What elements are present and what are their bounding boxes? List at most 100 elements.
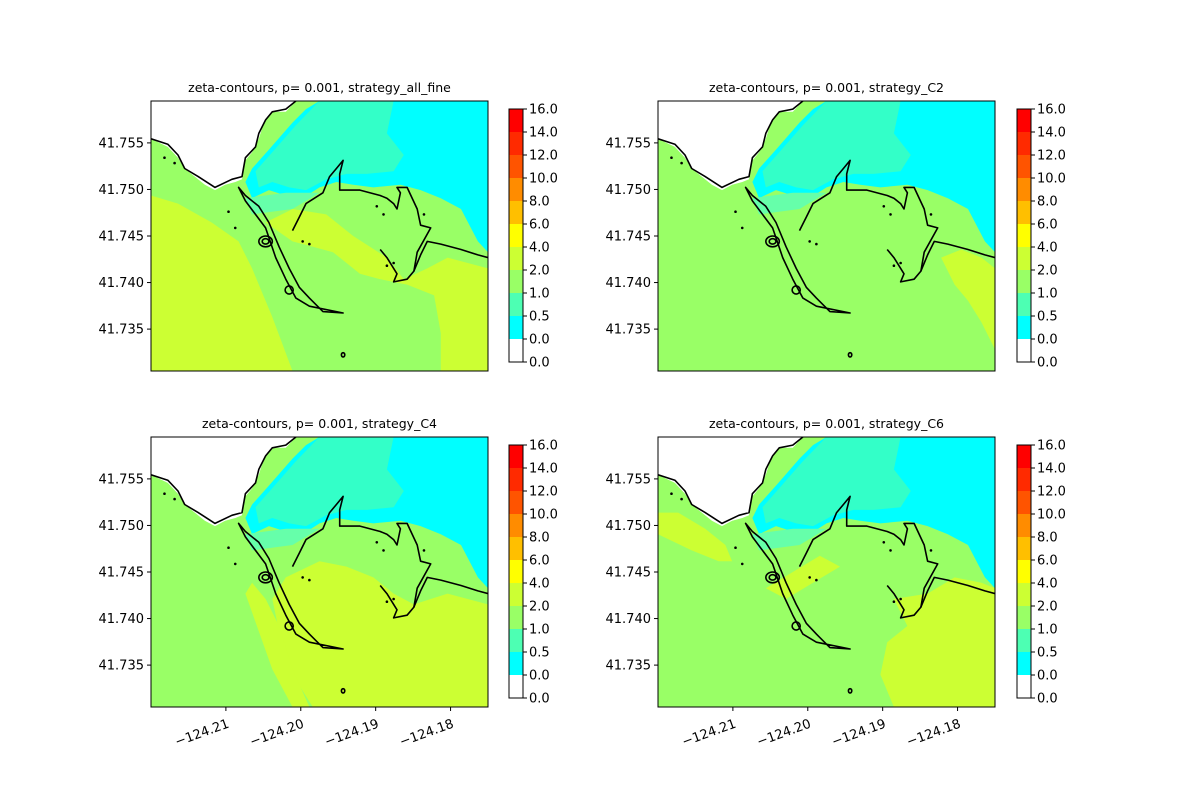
colorbar-tick-label: 6.0: [1037, 554, 1058, 569]
field-teal: [245, 528, 320, 551]
rock-dot: [382, 549, 385, 552]
colorbar-tick-label: 12.0: [1037, 485, 1066, 500]
coastline-north: [151, 101, 297, 189]
island-outline: [847, 687, 853, 694]
y-tick-label: 41.745: [606, 230, 652, 245]
colorbar-frame: [1016, 108, 1032, 363]
island-outline: [791, 621, 802, 631]
island-outline: [258, 235, 274, 248]
y-tick-label: 41.740: [99, 612, 145, 627]
colorbar-band: [1017, 629, 1031, 653]
rock-dot: [375, 205, 379, 208]
y-tick-label: 41.745: [606, 566, 652, 581]
rock-dot: [173, 161, 176, 165]
colorbar-tick-label: 6.0: [529, 218, 550, 233]
colorbar-band: [509, 132, 523, 156]
coastline-harbor: [291, 159, 432, 283]
y-tick-label: 41.740: [606, 612, 652, 627]
rock-dot: [308, 242, 311, 246]
coastline-east: [413, 240, 488, 272]
island-outline: [791, 285, 802, 295]
coastline-east: [920, 240, 995, 272]
field-teal: [752, 528, 827, 551]
rock-dot: [422, 213, 426, 216]
colorbar-tick-label: 14.0: [1037, 462, 1066, 477]
island-outline: [765, 571, 781, 584]
field-aqua: [762, 101, 911, 191]
field-aqua: [255, 437, 404, 527]
colorbar-band: [1017, 339, 1031, 363]
colorbar-band: [1017, 652, 1031, 676]
colorbar-tick-label: 0.0: [1037, 669, 1058, 684]
colorbar-tick-label: 0.5: [529, 310, 550, 325]
x-tick-label: −124.18: [905, 717, 963, 750]
colorbar-band: [509, 606, 523, 630]
island-outline: [847, 351, 853, 358]
colorbar-tick-label: 4.0: [529, 577, 550, 592]
rock-dot: [233, 562, 237, 566]
colorbar-tick-label: 1.0: [529, 287, 550, 302]
y-tick-label: 41.735: [99, 323, 145, 338]
colorbar-tick-label: 16.0: [1037, 439, 1066, 454]
colorbar-tick-label: 10.0: [1037, 172, 1066, 187]
y-tick-label: 41.740: [606, 276, 652, 291]
colorbar-band: [1017, 247, 1031, 271]
colorbar-tick-label: 12.0: [529, 149, 558, 164]
colorbar: 16.0 14.0 12.0 10.0 8.0 6.0 4.0 2.0 1.0 0.5 0.0 0.0: [1016, 439, 1066, 707]
colorbar-tick-label: 16.0: [529, 103, 558, 118]
field-teal: [752, 192, 827, 215]
colorbar-band: [509, 339, 523, 363]
x-tick-label: −124.20: [248, 717, 306, 750]
colorbar-band: [1017, 178, 1031, 202]
colorbar-tick-label: 0.5: [1037, 646, 1058, 661]
field-lime-region: [272, 561, 488, 707]
x-tick-label: −124.21: [680, 717, 738, 750]
coastline-spit: [744, 522, 851, 650]
colorbar-tick-label: 8.0: [1037, 531, 1058, 546]
rock-dot: [882, 541, 886, 544]
map-panel-4: zeta-contours, p= 0.001, strategy_C6 41.7…: [606, 416, 1066, 750]
rock-dot: [892, 600, 896, 603]
rock-dot: [301, 576, 304, 579]
rock-dot: [808, 240, 811, 243]
colorbar-band: [509, 293, 523, 317]
rock-dot: [740, 562, 744, 566]
rock-dot: [163, 492, 166, 496]
colorbar-band: [509, 247, 523, 271]
y-tick-label: 41.745: [99, 230, 145, 245]
colorbar-band: [509, 652, 523, 676]
field-lime-region: [151, 195, 293, 371]
colorbar: 16.0 14.0 12.0 10.0 8.0 6.0 4.0 2.0 1.0 0.5 0.0 0.0: [508, 439, 558, 707]
coastline: [658, 101, 995, 358]
colorbar-tick-label: 2.0: [529, 600, 550, 615]
colorbar-tick-label: 12.0: [529, 485, 558, 500]
field-lime-region: [245, 582, 310, 707]
colorbar-tick-label: 10.0: [529, 172, 558, 187]
colorbar-band: [1017, 491, 1031, 515]
x-tick-label: −124.19: [323, 717, 381, 750]
x-tick-label: −124.18: [398, 717, 456, 750]
contour-field: [151, 101, 488, 371]
map-panel-3: zeta-contours, p= 0.001, strategy_C4 41.7…: [99, 416, 558, 750]
colorbar-frame: [508, 108, 524, 363]
rock-dot: [375, 541, 379, 544]
field-lime-region: [765, 555, 840, 599]
colorbar-band: [1017, 606, 1031, 630]
rock-dot: [734, 546, 737, 549]
coastline-harbor: [798, 495, 939, 619]
island-outline: [768, 573, 777, 581]
coastline-spit: [237, 522, 344, 650]
colorbar-band: [509, 109, 523, 133]
colorbar-tick-label: 2.0: [1037, 600, 1058, 615]
rock-dot: [899, 261, 902, 265]
island-outline: [258, 571, 274, 584]
y-tick-label: 41.755: [99, 136, 145, 151]
field-lime-region: [941, 249, 995, 350]
island-outline: [340, 687, 346, 694]
colorbar-tick-label: 14.0: [529, 462, 558, 477]
coastline: [151, 437, 488, 694]
x-tick-label: −124.21: [173, 717, 231, 750]
rock-dot: [392, 261, 395, 265]
colorbar-tick-label: 4.0: [529, 241, 550, 256]
